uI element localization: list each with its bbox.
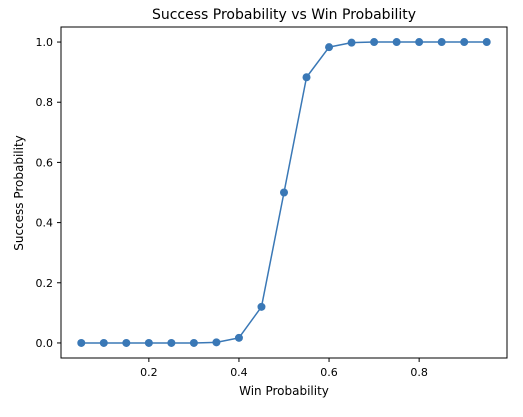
- data-point: [302, 73, 311, 82]
- chart-title: Success Probability vs Win Probability: [152, 7, 416, 23]
- y-tick-label: 0.8: [36, 96, 54, 109]
- data-point: [167, 338, 176, 347]
- x-tick-label: 0.8: [410, 366, 428, 379]
- plot-frame: [60, 26, 508, 359]
- data-point: [460, 38, 469, 47]
- data-point: [280, 188, 288, 197]
- y-tick-label: 0.0: [36, 337, 54, 350]
- y-tick-label: 1.0: [36, 36, 54, 49]
- data-point: [212, 338, 221, 347]
- y-tick-label: 0.4: [36, 217, 54, 230]
- data-point: [257, 302, 266, 311]
- x-axis: 0.2 0.4 0.6 0.8: [140, 358, 428, 379]
- data-point: [77, 338, 86, 347]
- y-tick-label: 0.2: [36, 277, 54, 290]
- x-axis-label: Win Probability: [239, 384, 329, 398]
- data-point: [370, 38, 379, 47]
- data-point: [415, 38, 424, 47]
- data-point: [234, 333, 243, 342]
- data-point: [392, 38, 401, 47]
- x-tick-label: 0.4: [230, 366, 248, 379]
- data-point: [347, 38, 356, 47]
- y-tick-label: 0.6: [36, 156, 54, 169]
- y-axis: 0.0 0.2 0.4 0.6 0.8 1.0: [36, 36, 61, 350]
- data-point: [482, 38, 491, 47]
- data-point: [99, 338, 108, 347]
- data-point: [122, 338, 131, 347]
- data-point: [437, 38, 446, 47]
- data-point: [325, 43, 334, 52]
- plot-area: [77, 38, 491, 347]
- data-point: [189, 338, 198, 347]
- data-point: [144, 338, 153, 347]
- x-tick-label: 0.2: [140, 366, 158, 379]
- x-tick-label: 0.6: [320, 366, 338, 379]
- y-axis-label: Success Probability: [12, 135, 26, 251]
